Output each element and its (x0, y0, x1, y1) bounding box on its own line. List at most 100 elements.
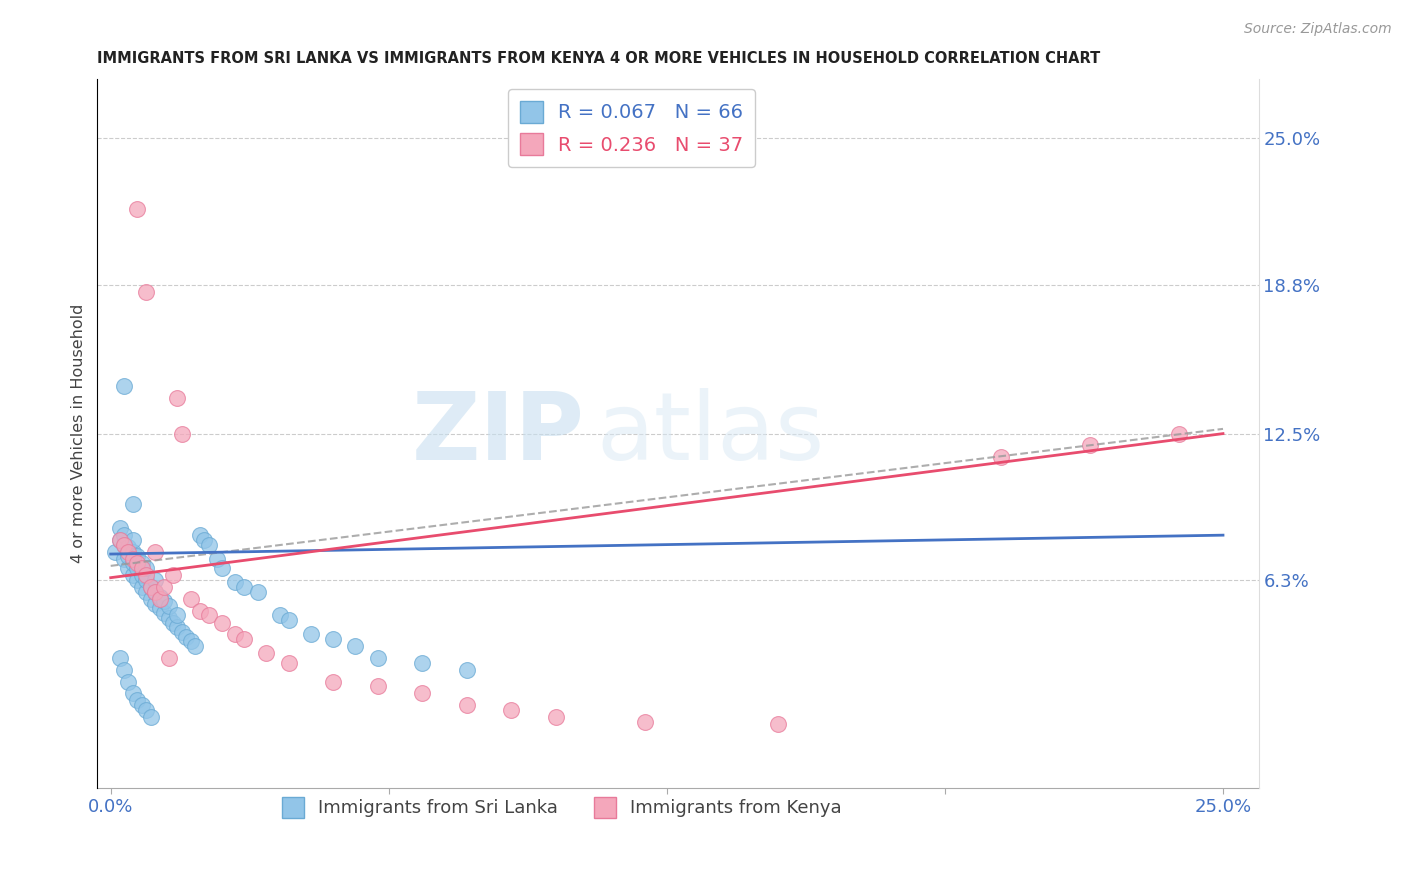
Legend: Immigrants from Sri Lanka, Immigrants from Kenya: Immigrants from Sri Lanka, Immigrants fr… (274, 789, 849, 825)
Point (166, 620, 188, 634)
Point (207, 551, 229, 566)
Point (131, 580, 153, 594)
Text: atlas: atlas (596, 388, 825, 480)
Point (162, 615, 184, 630)
Point (127, 202, 149, 217)
Point (456, 698, 478, 713)
Point (211, 561, 233, 575)
Point (224, 575, 246, 590)
Point (135, 568, 157, 582)
Y-axis label: 4 or more Vehicles in Household: 4 or more Vehicles in Household (72, 304, 86, 563)
Point (188, 528, 211, 542)
Point (254, 646, 277, 660)
Point (224, 627, 246, 641)
Point (153, 606, 176, 620)
Point (990, 450, 1012, 465)
Point (153, 594, 176, 608)
Point (277, 613, 299, 627)
Point (211, 615, 233, 630)
Point (233, 632, 256, 646)
Point (197, 608, 219, 623)
Point (117, 540, 139, 554)
Point (131, 698, 153, 713)
Point (117, 544, 139, 558)
Point (108, 521, 131, 535)
Point (127, 561, 149, 575)
Point (112, 538, 135, 552)
Point (188, 604, 211, 618)
Point (157, 599, 180, 613)
Point (193, 533, 215, 547)
Point (112, 538, 135, 552)
Text: Source: ZipAtlas.com: Source: ZipAtlas.com (1244, 22, 1392, 37)
Point (127, 573, 149, 587)
Point (112, 663, 135, 677)
Point (166, 608, 188, 623)
Point (108, 533, 131, 547)
Point (344, 639, 367, 653)
Point (135, 584, 157, 599)
Text: ZIP: ZIP (412, 388, 585, 480)
Point (157, 611, 180, 625)
Point (411, 686, 433, 700)
Point (269, 608, 291, 623)
Point (633, 714, 655, 729)
Point (299, 627, 322, 641)
Point (197, 538, 219, 552)
Point (135, 561, 157, 575)
Point (108, 533, 131, 547)
Point (1167, 426, 1189, 441)
Point (157, 651, 180, 665)
Point (122, 498, 145, 512)
Point (139, 580, 162, 594)
Point (127, 557, 149, 571)
Point (131, 557, 153, 571)
Point (139, 580, 162, 594)
Point (322, 674, 344, 689)
Point (149, 590, 172, 604)
Point (131, 568, 153, 582)
Point (122, 568, 145, 582)
Point (117, 549, 139, 564)
Point (170, 625, 193, 640)
Point (180, 634, 202, 648)
Point (122, 557, 145, 571)
Point (246, 584, 269, 599)
Point (176, 630, 198, 644)
Point (143, 597, 166, 611)
Point (127, 693, 149, 707)
Point (104, 544, 127, 558)
Point (143, 573, 166, 587)
Point (170, 426, 193, 441)
Point (322, 632, 344, 646)
Point (117, 674, 139, 689)
Point (501, 703, 523, 717)
Point (112, 528, 135, 542)
Point (108, 651, 131, 665)
Point (122, 551, 145, 566)
Point (117, 561, 139, 575)
Point (411, 656, 433, 670)
Point (149, 591, 172, 606)
Point (135, 573, 157, 587)
Point (544, 710, 567, 724)
Point (135, 285, 157, 299)
Point (122, 686, 145, 700)
Point (766, 717, 789, 731)
Text: IMMIGRANTS FROM SRI LANKA VS IMMIGRANTS FROM KENYA 4 OR MORE VEHICLES IN HOUSEHO: IMMIGRANTS FROM SRI LANKA VS IMMIGRANTS … (97, 51, 1101, 66)
Point (149, 601, 172, 615)
Point (112, 551, 135, 566)
Point (122, 544, 145, 558)
Point (127, 549, 149, 564)
Point (367, 679, 389, 693)
Point (277, 656, 299, 670)
Point (233, 580, 256, 594)
Point (135, 703, 157, 717)
Point (184, 639, 207, 653)
Point (112, 379, 135, 393)
Point (143, 544, 166, 558)
Point (143, 584, 166, 599)
Point (143, 584, 166, 599)
Point (162, 568, 184, 582)
Point (166, 391, 188, 405)
